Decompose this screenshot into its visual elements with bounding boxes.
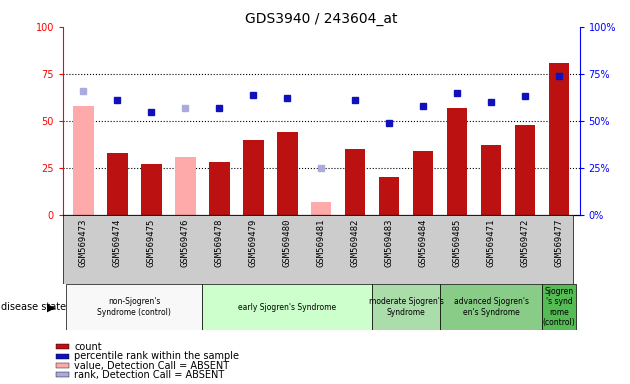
Bar	[55, 363, 69, 368]
Text: GSM569485: GSM569485	[453, 218, 462, 267]
Bar	[311, 202, 331, 215]
Bar	[481, 146, 501, 215]
Text: disease state: disease state	[1, 302, 66, 312]
Bar	[55, 344, 69, 349]
Bar	[243, 140, 263, 215]
Text: percentile rank within the sample: percentile rank within the sample	[74, 351, 239, 361]
Bar	[202, 284, 372, 330]
Bar	[379, 177, 399, 215]
Bar	[55, 372, 69, 377]
Text: rank, Detection Call = ABSENT: rank, Detection Call = ABSENT	[74, 370, 224, 380]
Text: GSM569483: GSM569483	[385, 218, 394, 267]
Bar	[73, 106, 94, 215]
Bar	[447, 108, 467, 215]
Text: GSM569476: GSM569476	[181, 218, 190, 267]
Text: GSM569472: GSM569472	[521, 218, 530, 267]
Bar	[141, 164, 161, 215]
Bar	[209, 162, 229, 215]
Text: GSM569473: GSM569473	[79, 218, 88, 267]
Text: GSM569480: GSM569480	[283, 218, 292, 267]
Bar	[440, 284, 542, 330]
Text: Sjogren
's synd
rome
(control): Sjogren 's synd rome (control)	[543, 287, 576, 327]
Text: GSM569484: GSM569484	[419, 218, 428, 267]
Text: GSM569482: GSM569482	[351, 218, 360, 267]
Text: value, Detection Call = ABSENT: value, Detection Call = ABSENT	[74, 361, 229, 371]
Bar	[345, 149, 365, 215]
Text: GSM569477: GSM569477	[554, 218, 564, 267]
Bar	[372, 284, 440, 330]
Text: ▶: ▶	[47, 302, 55, 312]
Bar	[66, 284, 202, 330]
Text: GSM569474: GSM569474	[113, 218, 122, 267]
Text: count: count	[74, 342, 102, 352]
Title: GDS3940 / 243604_at: GDS3940 / 243604_at	[245, 12, 398, 26]
Text: GSM569479: GSM569479	[249, 218, 258, 267]
Bar	[107, 153, 127, 215]
Bar	[549, 63, 570, 215]
Bar	[277, 132, 297, 215]
Text: moderate Sjogren's
Syndrome: moderate Sjogren's Syndrome	[369, 298, 444, 317]
Bar	[515, 125, 535, 215]
Text: GSM569481: GSM569481	[317, 218, 326, 267]
Bar	[55, 354, 69, 359]
Text: GSM569475: GSM569475	[147, 218, 156, 267]
Text: non-Sjogren's
Syndrome (control): non-Sjogren's Syndrome (control)	[98, 298, 171, 317]
Text: GSM569471: GSM569471	[487, 218, 496, 267]
Bar	[542, 284, 576, 330]
Bar	[175, 157, 195, 215]
Text: early Sjogren's Syndrome: early Sjogren's Syndrome	[238, 303, 336, 312]
Bar	[413, 151, 433, 215]
Text: advanced Sjogren's
en's Syndrome: advanced Sjogren's en's Syndrome	[454, 298, 529, 317]
Text: GSM569478: GSM569478	[215, 218, 224, 267]
